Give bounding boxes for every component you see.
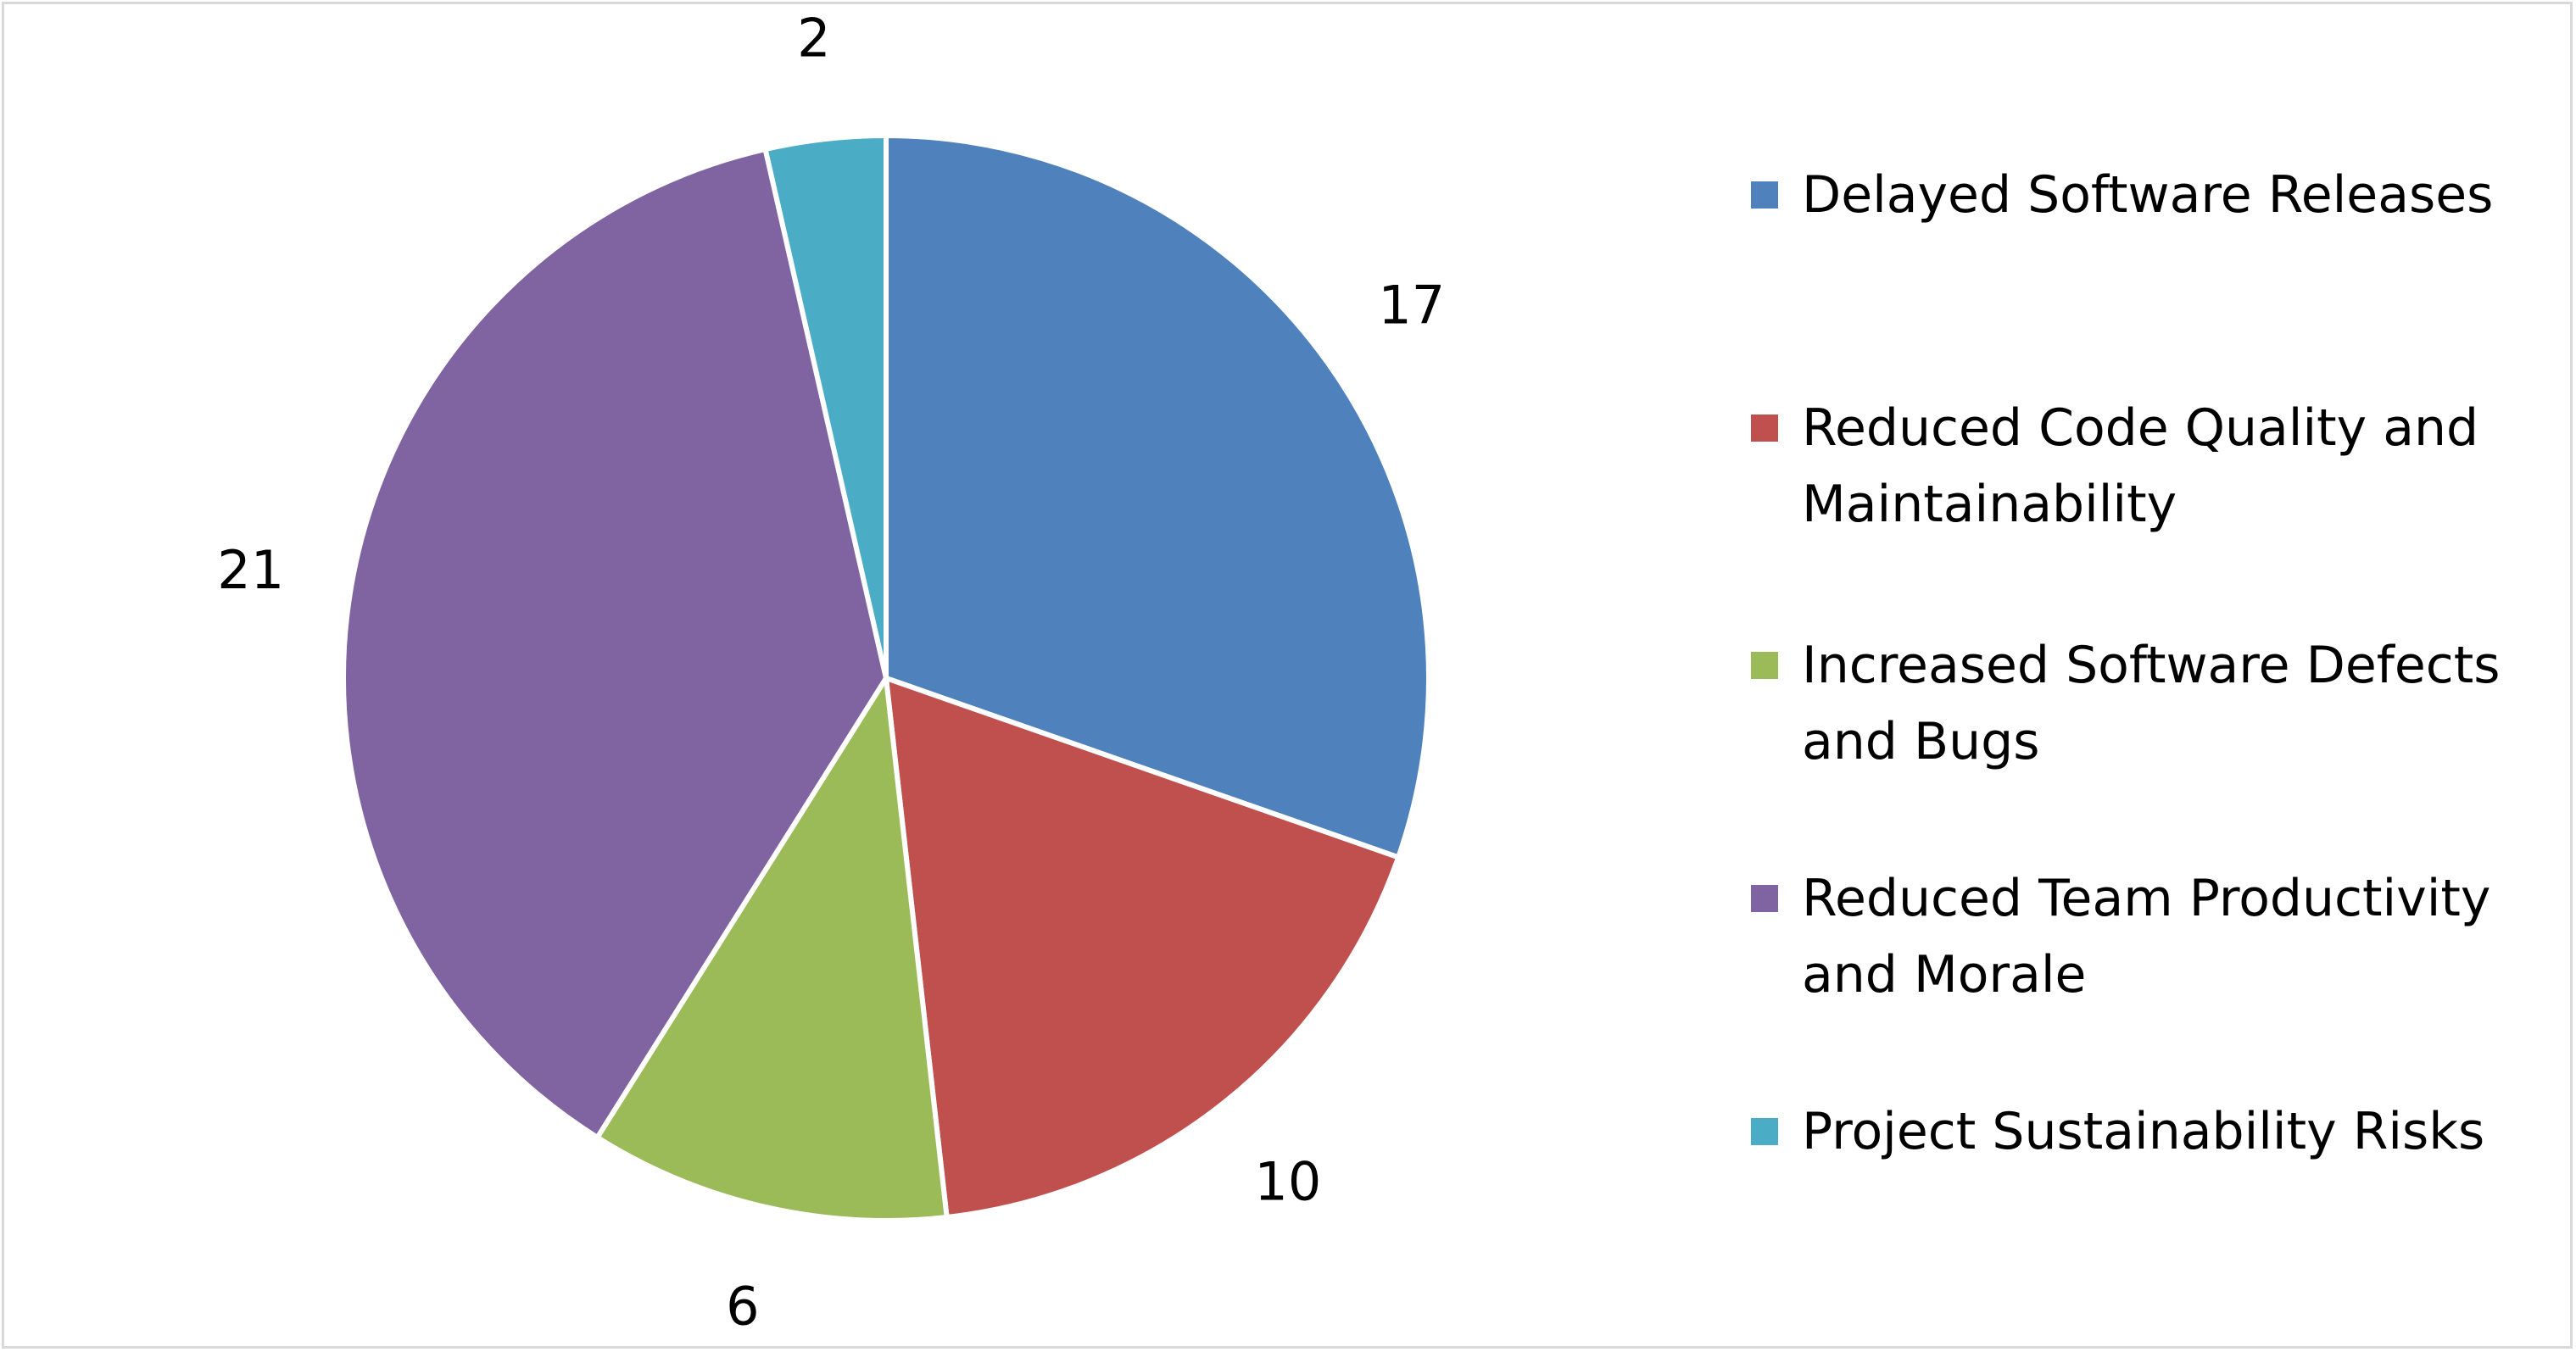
legend-label: Reduced Code Quality and Maintainability [1802,398,2479,534]
slice-value-label: 6 [726,1275,759,1337]
legend-swatch [1751,885,1778,912]
legend-label: Reduced Team Productivity and Morale [1802,869,2491,1004]
slice-value-label: 10 [1254,1151,1321,1213]
pie-slice [884,676,1402,1220]
pie-slice [594,676,950,1223]
legend-swatch [1751,415,1778,442]
pie-slice [884,133,1431,860]
legend-label: Project Sustainability Risks [1802,1102,2485,1161]
pie-chart: 17 10 6 21 2 [217,7,1445,1337]
legend-swatch [1751,1118,1778,1145]
legend-swatch [1751,181,1778,209]
slice-value-label: 21 [217,539,284,601]
slice-value-label: 2 [797,7,830,69]
legend-swatch [1751,652,1778,679]
slice-value-label: 17 [1378,275,1445,337]
pie-slice [762,133,889,681]
legend-label: Delayed Software Releases [1802,165,2494,225]
pie-slice [341,147,889,1140]
legend-label: Increased Software Defects and Bugs [1802,636,2501,771]
